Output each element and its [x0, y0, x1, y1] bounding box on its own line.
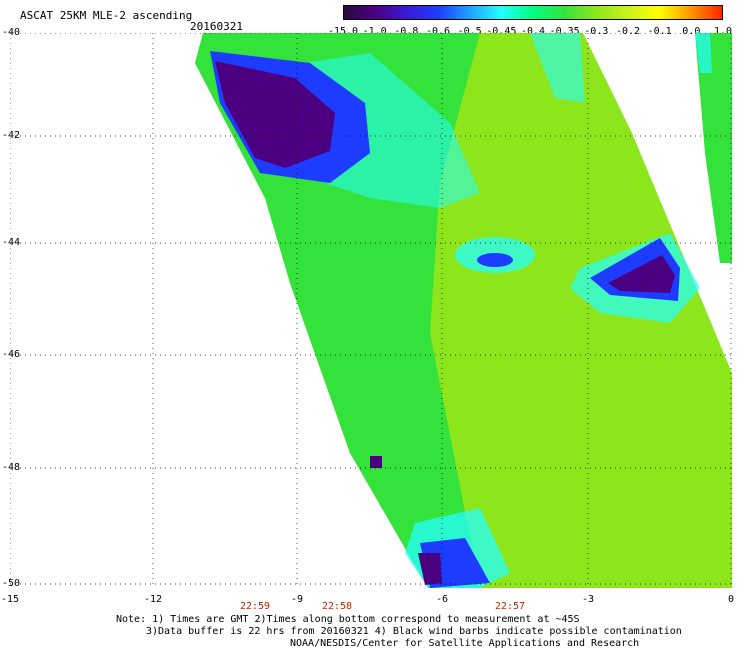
scale-label: -0.3	[584, 26, 609, 37]
x-tick-label: -15	[0, 594, 20, 605]
scale-label: -0.6	[425, 26, 451, 37]
y-tick-label: -46	[2, 349, 21, 360]
x-tick-label: -9	[290, 594, 304, 605]
note-line-2: 3)Data buffer is 22 hrs from 20160321 4)…	[146, 626, 682, 637]
color-scale-bar	[343, 5, 723, 20]
scale-label: -0.5	[457, 26, 482, 37]
scale-label: -0.8	[394, 26, 419, 37]
map-title: ASCAT 25KM MLE-2 ascending	[20, 9, 193, 22]
map-date: 20160321	[190, 20, 243, 33]
data-swath	[195, 33, 732, 588]
note-line-1: Note: 1) Times are GMT 2)Times along bot…	[116, 614, 580, 625]
time-label: 22:57	[494, 601, 526, 612]
wind-map	[10, 33, 732, 588]
low-purple-east	[608, 255, 675, 293]
x-tick-label: -6	[435, 594, 449, 605]
scale-label: 0.0	[682, 26, 701, 37]
y-tick-label: -40	[2, 27, 21, 38]
scale-label: -1.0	[362, 26, 387, 37]
y-tick-label: -42	[2, 130, 21, 141]
scale-label: -0.1	[647, 26, 672, 37]
y-tick-label: -50	[2, 578, 21, 589]
scale-label: -0.2	[615, 26, 641, 37]
low-purple-spot	[370, 456, 382, 468]
note-line-3: NOAA/NESDIS/Center for Satellite Applica…	[290, 638, 640, 649]
y-tick-label: -48	[2, 462, 21, 473]
y-tick-label: -44	[2, 237, 21, 248]
swath-right-cyan	[695, 33, 712, 73]
scale-label: -15.0	[327, 26, 359, 37]
scale-label: 1.0	[713, 26, 733, 37]
time-label: 22:58	[321, 601, 353, 612]
grid-lines	[10, 33, 732, 588]
scale-label: -0.4	[520, 26, 546, 37]
scale-label: -0.45	[486, 26, 517, 37]
blue-feature-center	[477, 253, 513, 267]
time-label: 22:59	[239, 601, 271, 612]
x-tick-label: -3	[581, 594, 595, 605]
x-tick-label: -12	[143, 594, 163, 605]
swath-cyan-right	[530, 33, 585, 103]
scale-label: -0.35	[549, 26, 580, 37]
low-purple-south	[418, 553, 442, 585]
low-purple-nw	[215, 61, 335, 168]
swath-right-strip	[695, 33, 732, 263]
x-tick-label: 0	[727, 594, 735, 605]
